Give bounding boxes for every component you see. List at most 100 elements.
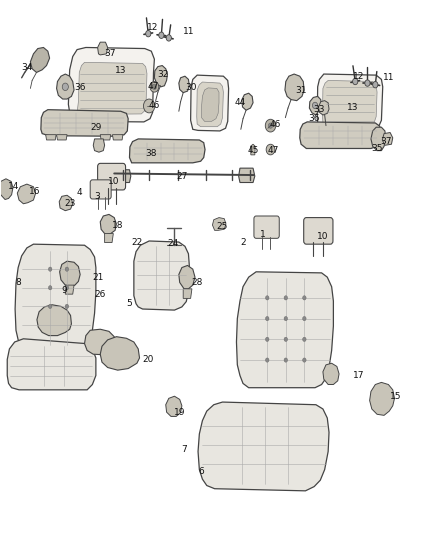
Polygon shape xyxy=(166,396,182,416)
Text: 37: 37 xyxy=(104,50,116,58)
Polygon shape xyxy=(382,133,393,146)
Text: 34: 34 xyxy=(21,63,32,71)
Text: 31: 31 xyxy=(295,85,307,94)
Polygon shape xyxy=(105,233,113,243)
Polygon shape xyxy=(239,168,255,182)
Polygon shape xyxy=(37,305,71,336)
Text: 36: 36 xyxy=(308,114,320,123)
Text: 47: 47 xyxy=(148,82,159,91)
Polygon shape xyxy=(100,135,111,140)
Polygon shape xyxy=(68,47,154,122)
Text: 36: 36 xyxy=(74,83,86,92)
Text: 35: 35 xyxy=(371,144,383,153)
Circle shape xyxy=(303,337,306,342)
Circle shape xyxy=(49,304,52,309)
Text: 17: 17 xyxy=(353,371,364,380)
FancyBboxPatch shape xyxy=(98,164,126,190)
Text: 13: 13 xyxy=(347,102,358,111)
Text: 18: 18 xyxy=(112,221,124,230)
Circle shape xyxy=(49,267,52,271)
Text: 30: 30 xyxy=(185,83,196,92)
Text: 4: 4 xyxy=(77,188,82,197)
Text: 28: 28 xyxy=(191,278,203,287)
Polygon shape xyxy=(300,122,381,149)
Circle shape xyxy=(265,119,276,132)
Text: 32: 32 xyxy=(157,70,169,78)
Text: 12: 12 xyxy=(147,23,158,32)
Circle shape xyxy=(166,35,171,41)
Polygon shape xyxy=(154,66,167,87)
Text: 16: 16 xyxy=(29,187,40,196)
Polygon shape xyxy=(46,135,56,140)
Text: 46: 46 xyxy=(148,101,160,110)
Polygon shape xyxy=(191,75,229,131)
Circle shape xyxy=(265,296,269,300)
Text: 27: 27 xyxy=(176,172,187,181)
Circle shape xyxy=(144,99,155,113)
Polygon shape xyxy=(323,364,339,384)
Polygon shape xyxy=(322,80,377,126)
Polygon shape xyxy=(318,101,329,115)
Polygon shape xyxy=(198,402,329,491)
Polygon shape xyxy=(179,265,195,289)
Text: 6: 6 xyxy=(199,467,205,475)
Polygon shape xyxy=(134,241,189,310)
Circle shape xyxy=(365,80,370,86)
Polygon shape xyxy=(370,382,395,415)
Polygon shape xyxy=(77,62,147,115)
Polygon shape xyxy=(98,42,108,55)
Polygon shape xyxy=(179,76,189,93)
Circle shape xyxy=(159,32,164,38)
Text: 23: 23 xyxy=(64,199,75,208)
Text: 25: 25 xyxy=(217,222,228,231)
Polygon shape xyxy=(285,74,304,101)
Text: 47: 47 xyxy=(268,146,279,155)
Text: 37: 37 xyxy=(380,137,392,146)
Circle shape xyxy=(312,102,318,109)
Circle shape xyxy=(303,317,306,321)
Text: 24: 24 xyxy=(167,239,179,248)
Circle shape xyxy=(49,286,52,290)
Polygon shape xyxy=(130,139,205,163)
Circle shape xyxy=(353,78,358,85)
Text: 14: 14 xyxy=(8,182,19,191)
Polygon shape xyxy=(85,329,115,355)
Text: 11: 11 xyxy=(383,73,394,82)
Text: 29: 29 xyxy=(90,123,102,132)
Polygon shape xyxy=(237,272,333,387)
Circle shape xyxy=(265,358,269,362)
Text: 45: 45 xyxy=(247,146,259,155)
Circle shape xyxy=(150,82,159,92)
Polygon shape xyxy=(309,96,321,115)
Polygon shape xyxy=(7,339,96,390)
Polygon shape xyxy=(93,139,105,152)
Text: 5: 5 xyxy=(127,299,132,308)
Text: 46: 46 xyxy=(269,119,281,128)
Text: 7: 7 xyxy=(181,446,187,455)
Circle shape xyxy=(284,337,288,342)
Circle shape xyxy=(268,123,273,128)
Polygon shape xyxy=(371,127,386,151)
Circle shape xyxy=(284,296,288,300)
Text: 10: 10 xyxy=(317,232,328,241)
Text: 38: 38 xyxy=(145,149,157,158)
Text: 44: 44 xyxy=(234,98,246,107)
Polygon shape xyxy=(57,74,74,99)
Polygon shape xyxy=(65,285,74,294)
Circle shape xyxy=(265,337,269,342)
Circle shape xyxy=(146,30,151,37)
FancyBboxPatch shape xyxy=(90,180,111,199)
Circle shape xyxy=(65,286,69,290)
Polygon shape xyxy=(212,217,226,230)
Circle shape xyxy=(373,82,378,88)
Text: 11: 11 xyxy=(183,27,194,36)
Circle shape xyxy=(265,317,269,321)
Text: 2: 2 xyxy=(240,238,246,247)
Text: 19: 19 xyxy=(174,408,185,417)
Polygon shape xyxy=(183,289,192,298)
Circle shape xyxy=(62,83,68,91)
Polygon shape xyxy=(317,74,383,130)
Polygon shape xyxy=(15,244,96,350)
Text: 26: 26 xyxy=(95,289,106,298)
Polygon shape xyxy=(100,214,117,235)
